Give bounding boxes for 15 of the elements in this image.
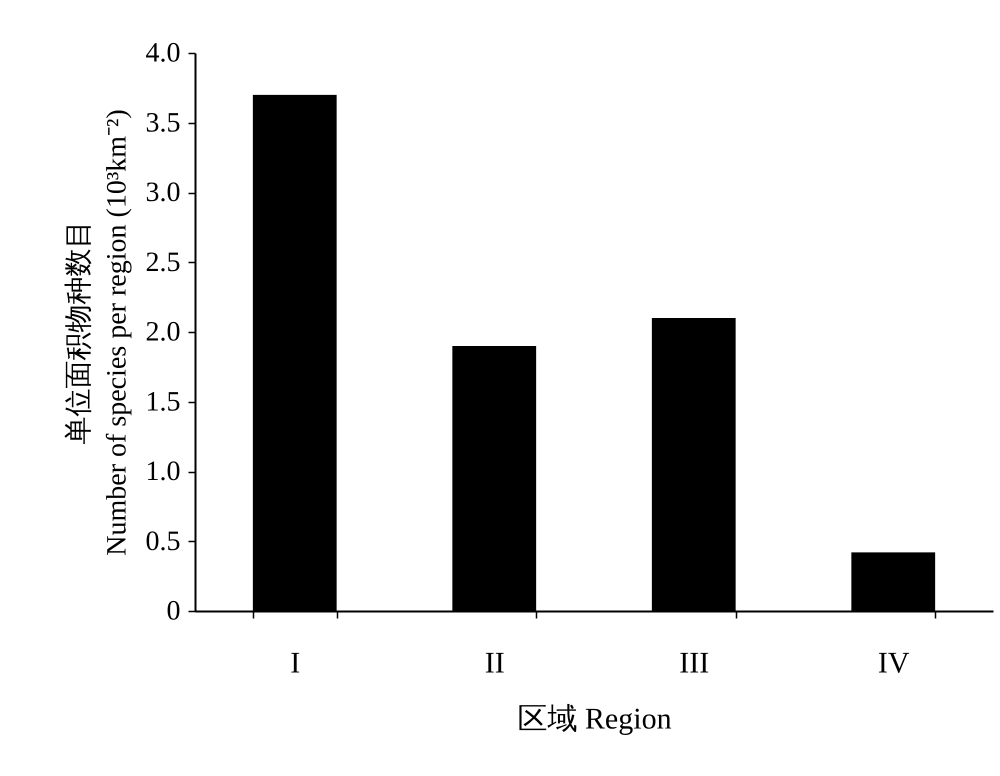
x-tick-label: IV bbox=[878, 646, 910, 680]
y-tick-label: 3.0 bbox=[146, 177, 180, 208]
y-tick-label: 1.5 bbox=[146, 386, 180, 418]
y-tick-label: 2.5 bbox=[146, 246, 180, 278]
x-tick-label: I bbox=[290, 646, 300, 680]
y-tick-label: 3.5 bbox=[146, 107, 180, 138]
y-tick-label: 0 bbox=[166, 596, 180, 626]
y-tick-label: 0.5 bbox=[146, 526, 180, 557]
y-tick-label: 1.0 bbox=[146, 456, 180, 487]
x-axis-title: 区域 Region bbox=[517, 702, 672, 736]
y-tick-label: 4.0 bbox=[146, 38, 180, 68]
x-tick-label: III bbox=[679, 646, 710, 680]
x-tick-label: II bbox=[484, 646, 505, 680]
y-tick-label: 2.0 bbox=[146, 316, 180, 348]
y-axis-title: 单位面积物种数目 Number of species per region (10³km⁻²) bbox=[64, 109, 132, 556]
